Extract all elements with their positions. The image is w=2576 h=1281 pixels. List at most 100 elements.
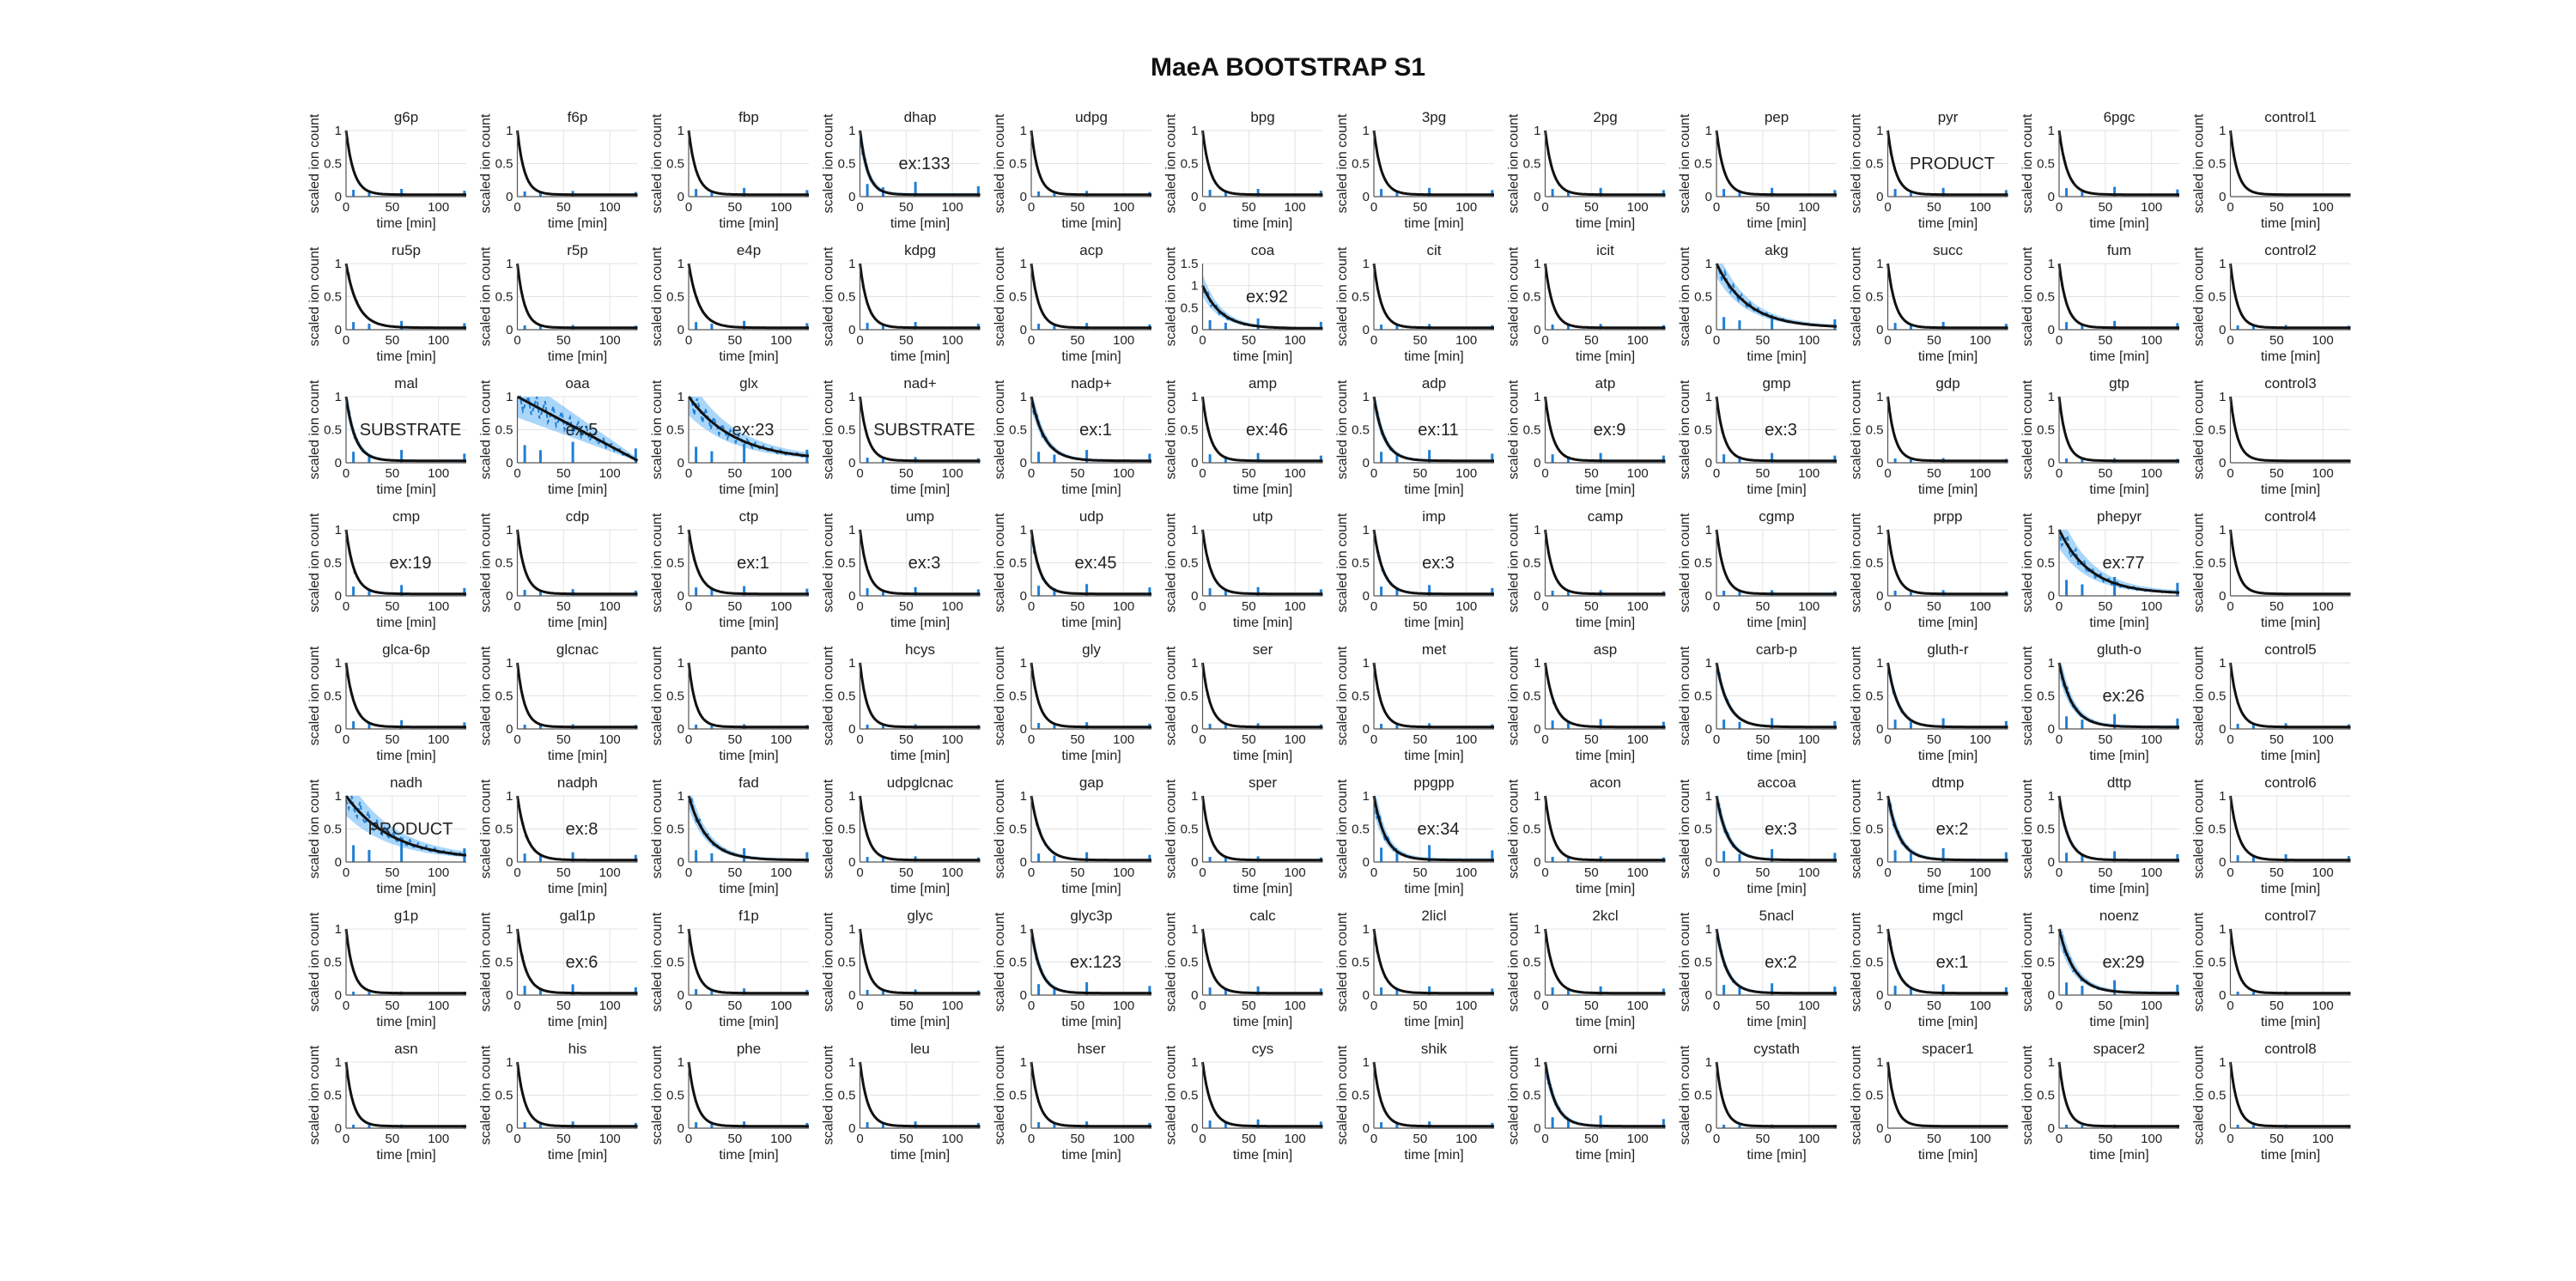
model-curve [1030,529,1151,596]
panel-cmp: 0 50 100 0 0.5 1 cmp time [min] scaled ion count… [307,508,466,630]
x-axis-label: time [min] [1576,1148,1635,1163]
y-tick-label: 0 [1876,1121,1883,1136]
y-tick-label: 0.5 [495,823,513,837]
y-tick-label: 0 [1020,589,1027,604]
y-tick-label: 1 [1705,1055,1712,1070]
model-curve [859,928,981,995]
y-tick-label: 0.5 [1181,1089,1199,1103]
y-axis-label: scaled ion count [2192,113,2207,213]
x-tick-label: 100 [1798,200,1820,215]
x-tick-label: 0 [2056,865,2063,880]
x-tick-label: 100 [2141,1132,2162,1146]
x-tick-label: 0 [685,599,692,614]
x-tick-label: 50 [899,999,914,1013]
y-tick-label: 1 [1363,922,1370,937]
panel-annotation: ex:3 [908,554,941,573]
x-axis-label: time [min] [1576,749,1635,763]
x-tick-label: 0 [1028,999,1035,1013]
x-tick-label: 50 [728,732,743,747]
model-curve [1030,662,1151,729]
y-tick-label: 0 [1876,589,1883,604]
x-tick-label: 50 [1413,1132,1428,1146]
y-tick-label: 0.5 [1009,689,1027,704]
panel-icit: 0 50 100 0 0.5 1 icit time [min] scaled ion coun… [1507,242,1666,364]
x-tick-label: 0 [2056,466,2063,481]
data-trace [2229,1061,2350,1127]
panel-title: atp [1595,375,1616,392]
x-axis-label: time [min] [1404,216,1463,231]
x-axis-label: time [min] [890,1148,950,1163]
x-axis-label: time [min] [2089,216,2148,231]
x-tick-label: 0 [1884,865,1891,880]
y-tick-label: 1 [677,390,684,404]
y-tick-label: 0 [1363,589,1370,604]
x-tick-label: 50 [728,865,743,880]
panel-udp: 0 50 100 0 0.5 1 udp time [min] scaled ion count… [993,508,1151,630]
y-tick-label: 0.5 [1181,556,1199,571]
panel-spacer1: 0 50 100 0 0.5 1 spacer1 time [min] scaled ion c… [1850,1041,2008,1163]
panel-title: gmp [1762,375,1790,392]
x-tick-label: 0 [513,732,520,747]
panel-asn: 0 50 100 0 0.5 1 asn time [min] scaled ion count [307,1041,466,1163]
x-tick-label: 0 [1884,1132,1891,1146]
model-curve [1886,130,2008,197]
panel-bpg: 0 50 100 0 0.5 1 bpg time [min] scaled ion count [1164,109,1323,231]
model-curve [687,1061,809,1128]
y-tick-label: 1 [335,523,342,537]
panel-imp: 0 50 100 0 0.5 1 imp time [min] scaled ion count… [1335,508,1494,630]
panel-annotation: ex:3 [1765,421,1797,440]
y-tick-label: 1 [1191,656,1198,671]
panel-title: mal [394,375,417,392]
y-tick-label: 0 [1705,323,1712,337]
x-tick-label: 100 [1455,466,1477,481]
y-tick-label: 0.5 [1352,1089,1370,1103]
model-curve [344,263,466,330]
x-axis-label: time [min] [1404,1015,1463,1029]
x-tick-label: 0 [685,865,692,880]
y-tick-label: 1 [1876,789,1883,804]
x-axis-label: time [min] [376,616,435,630]
y-tick-label: 0 [1191,456,1198,471]
x-tick-label: 50 [1927,865,1941,880]
y-tick-label: 0 [848,1121,855,1136]
x-tick-label: 100 [1285,599,1306,614]
y-tick-label: 0 [848,589,855,604]
panel-r5p: 0 50 100 0 0.5 1 r5p time [min] scaled ion count [479,242,638,364]
panel-annotation: ex:92 [1246,288,1288,307]
panel-utp: 0 50 100 0 0.5 1 utp time [min] scaled ion count [1164,508,1323,630]
panel-title: ctp [739,508,759,525]
x-tick-label: 0 [1370,865,1377,880]
y-tick-label: 0.5 [2037,1089,2055,1103]
data-trace [688,932,808,994]
x-tick-label: 50 [1242,200,1256,215]
x-axis-label: time [min] [1404,749,1463,763]
x-tick-label: 0 [1884,200,1891,215]
panel-gal1p: 0 50 100 0 0.5 1 gal1p time [min] scaled ion cou… [479,908,638,1029]
model-curve [2229,529,2351,596]
y-tick-label: 0.5 [1181,956,1199,970]
y-tick-label: 0 [848,988,855,1003]
model-curve [2057,795,2179,862]
panel-orni: 0 50 100 0 0.5 1 orni time [min] scaled ion coun… [1507,1041,1666,1163]
x-axis-label: time [min] [1918,749,1978,763]
y-axis-label: scaled ion count [650,1045,665,1144]
y-tick-label: 1 [1705,257,1712,271]
y-tick-label: 1 [1534,656,1540,671]
y-tick-label: 1 [1363,1055,1370,1070]
data-trace [2229,662,2350,728]
y-tick-label: 1 [677,257,684,271]
y-axis-label: scaled ion count [1335,779,1350,878]
panel-2pg: 0 50 100 0 0.5 1 2pg time [min] scaled ion count [1507,109,1666,231]
data-trace [1886,529,2008,595]
x-axis-label: time [min] [1404,349,1463,364]
x-tick-label: 50 [728,466,743,481]
panel-title: ser [1253,641,1273,658]
panel-carb-p: 0 50 100 0 0.5 1 carb-p time [min] scaled ion co… [1678,641,1837,763]
y-tick-label: 0.5 [1181,689,1199,704]
y-tick-label: 0.5 [1694,823,1712,837]
x-tick-label: 50 [1927,599,1941,614]
panel-annotation: ex:26 [2103,687,2145,706]
x-axis-label: time [min] [719,216,778,231]
y-tick-label: 0 [677,456,684,471]
x-tick-label: 50 [899,200,914,215]
